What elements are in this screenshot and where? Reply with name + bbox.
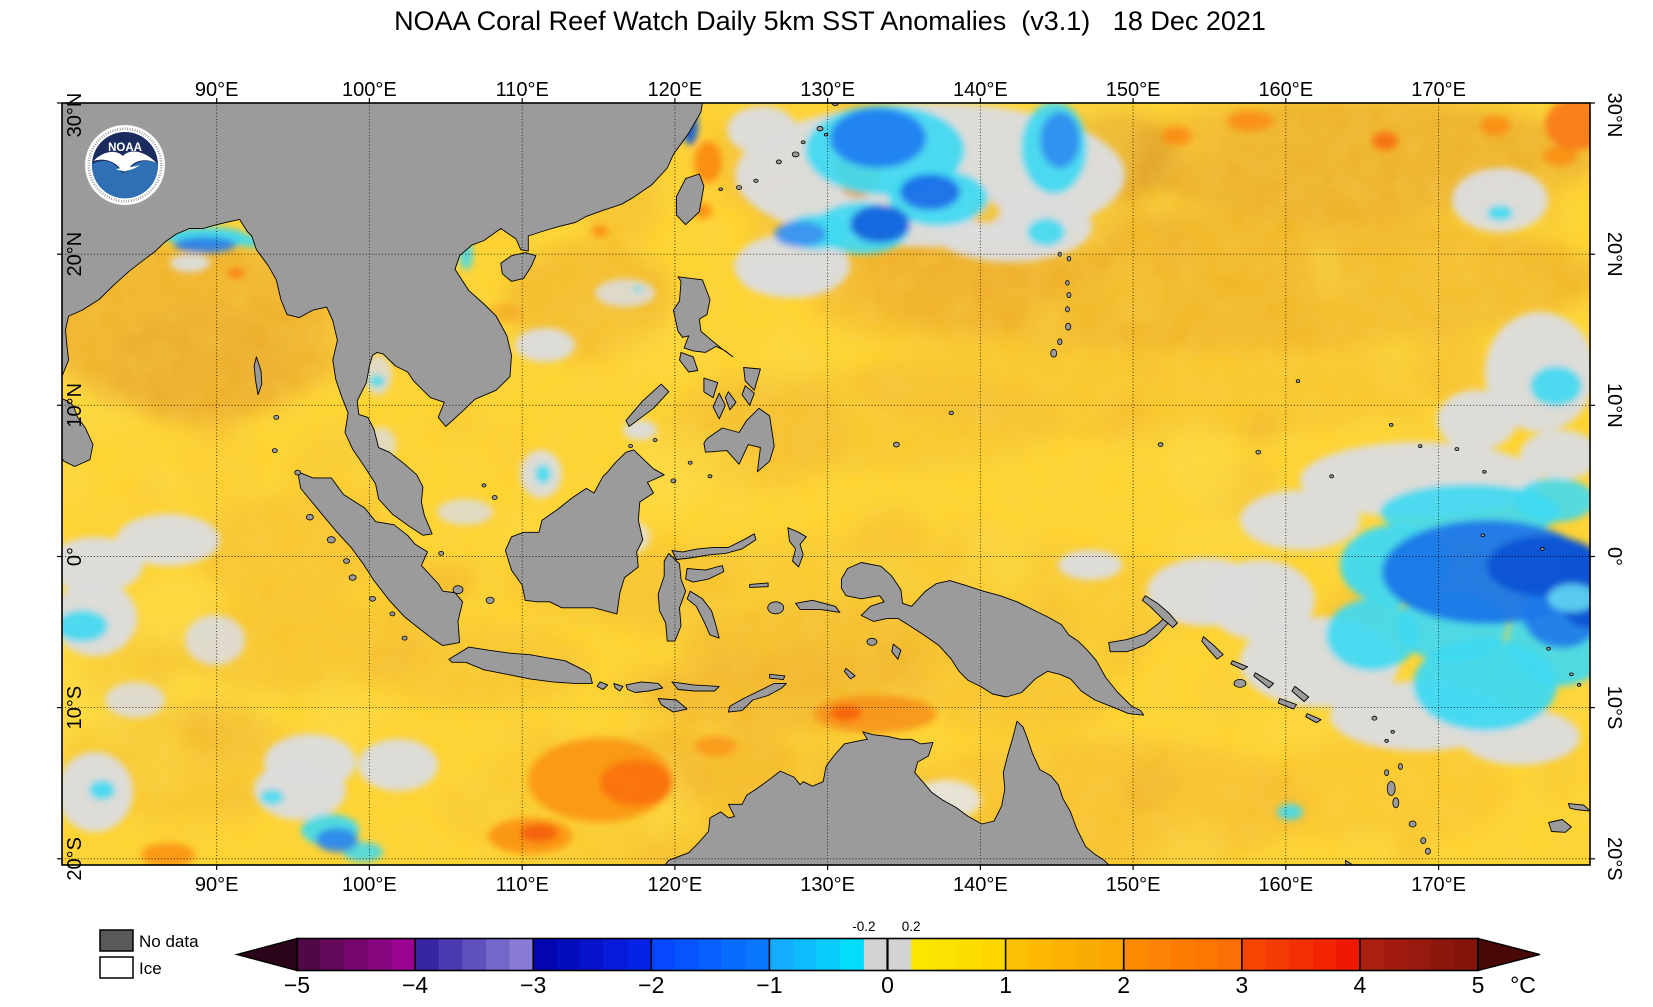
svg-text:No data: No data bbox=[139, 932, 199, 951]
svg-text:2: 2 bbox=[1117, 972, 1130, 998]
svg-text:0: 0 bbox=[881, 972, 894, 998]
svg-text:10°S: 10°S bbox=[64, 686, 86, 730]
svg-text:170°E: 170°E bbox=[1411, 874, 1466, 896]
svg-text:10°S: 10°S bbox=[1603, 686, 1625, 730]
svg-text:160°E: 160°E bbox=[1258, 79, 1313, 101]
svg-text:−3: −3 bbox=[520, 972, 546, 998]
svg-text:−5: −5 bbox=[284, 972, 310, 998]
svg-text:−4: −4 bbox=[402, 972, 428, 998]
svg-text:20°N: 20°N bbox=[1603, 232, 1625, 277]
svg-text:120°E: 120°E bbox=[648, 79, 703, 101]
svg-text:−2: −2 bbox=[638, 972, 664, 998]
svg-text:20°S: 20°S bbox=[64, 837, 86, 881]
svg-text:0°: 0° bbox=[1603, 547, 1625, 566]
svg-text:150°E: 150°E bbox=[1106, 874, 1161, 896]
svg-text:5: 5 bbox=[1472, 972, 1485, 998]
svg-text:90°E: 90°E bbox=[195, 874, 239, 896]
svg-text:110°E: 110°E bbox=[496, 874, 549, 896]
svg-text:0.2: 0.2 bbox=[902, 919, 921, 934]
svg-text:20°S: 20°S bbox=[1603, 837, 1625, 881]
svg-text:90°E: 90°E bbox=[195, 79, 239, 101]
svg-text:120°E: 120°E bbox=[648, 874, 703, 896]
svg-text:100°E: 100°E bbox=[342, 874, 397, 896]
svg-text:150°E: 150°E bbox=[1106, 79, 1161, 101]
svg-text:3: 3 bbox=[1235, 972, 1248, 998]
svg-text:100°E: 100°E bbox=[342, 79, 397, 101]
svg-text:140°E: 140°E bbox=[953, 79, 1008, 101]
svg-text:110°E: 110°E bbox=[496, 79, 549, 101]
svg-text:-0.2: -0.2 bbox=[852, 919, 875, 934]
svg-text:0°: 0° bbox=[64, 547, 86, 566]
svg-text:NOAA Coral Reef Watch Daily 5k: NOAA Coral Reef Watch Daily 5km SST Anom… bbox=[394, 6, 1266, 36]
svg-text:20°N: 20°N bbox=[64, 232, 86, 277]
svg-text:10°N: 10°N bbox=[1603, 383, 1625, 428]
svg-text:°C: °C bbox=[1510, 972, 1536, 998]
svg-text:4: 4 bbox=[1354, 972, 1367, 998]
svg-text:−1: −1 bbox=[756, 972, 782, 998]
svg-text:30°N: 30°N bbox=[64, 93, 86, 138]
svg-text:130°E: 130°E bbox=[800, 874, 855, 896]
svg-text:1: 1 bbox=[999, 972, 1012, 998]
svg-text:170°E: 170°E bbox=[1411, 79, 1466, 101]
svg-text:Ice: Ice bbox=[139, 959, 162, 978]
svg-text:NOAA: NOAA bbox=[108, 142, 142, 154]
svg-text:10°N: 10°N bbox=[64, 383, 86, 428]
svg-text:130°E: 130°E bbox=[800, 79, 855, 101]
svg-text:140°E: 140°E bbox=[953, 874, 1008, 896]
svg-text:160°E: 160°E bbox=[1258, 874, 1313, 896]
svg-text:30°N: 30°N bbox=[1603, 93, 1625, 138]
